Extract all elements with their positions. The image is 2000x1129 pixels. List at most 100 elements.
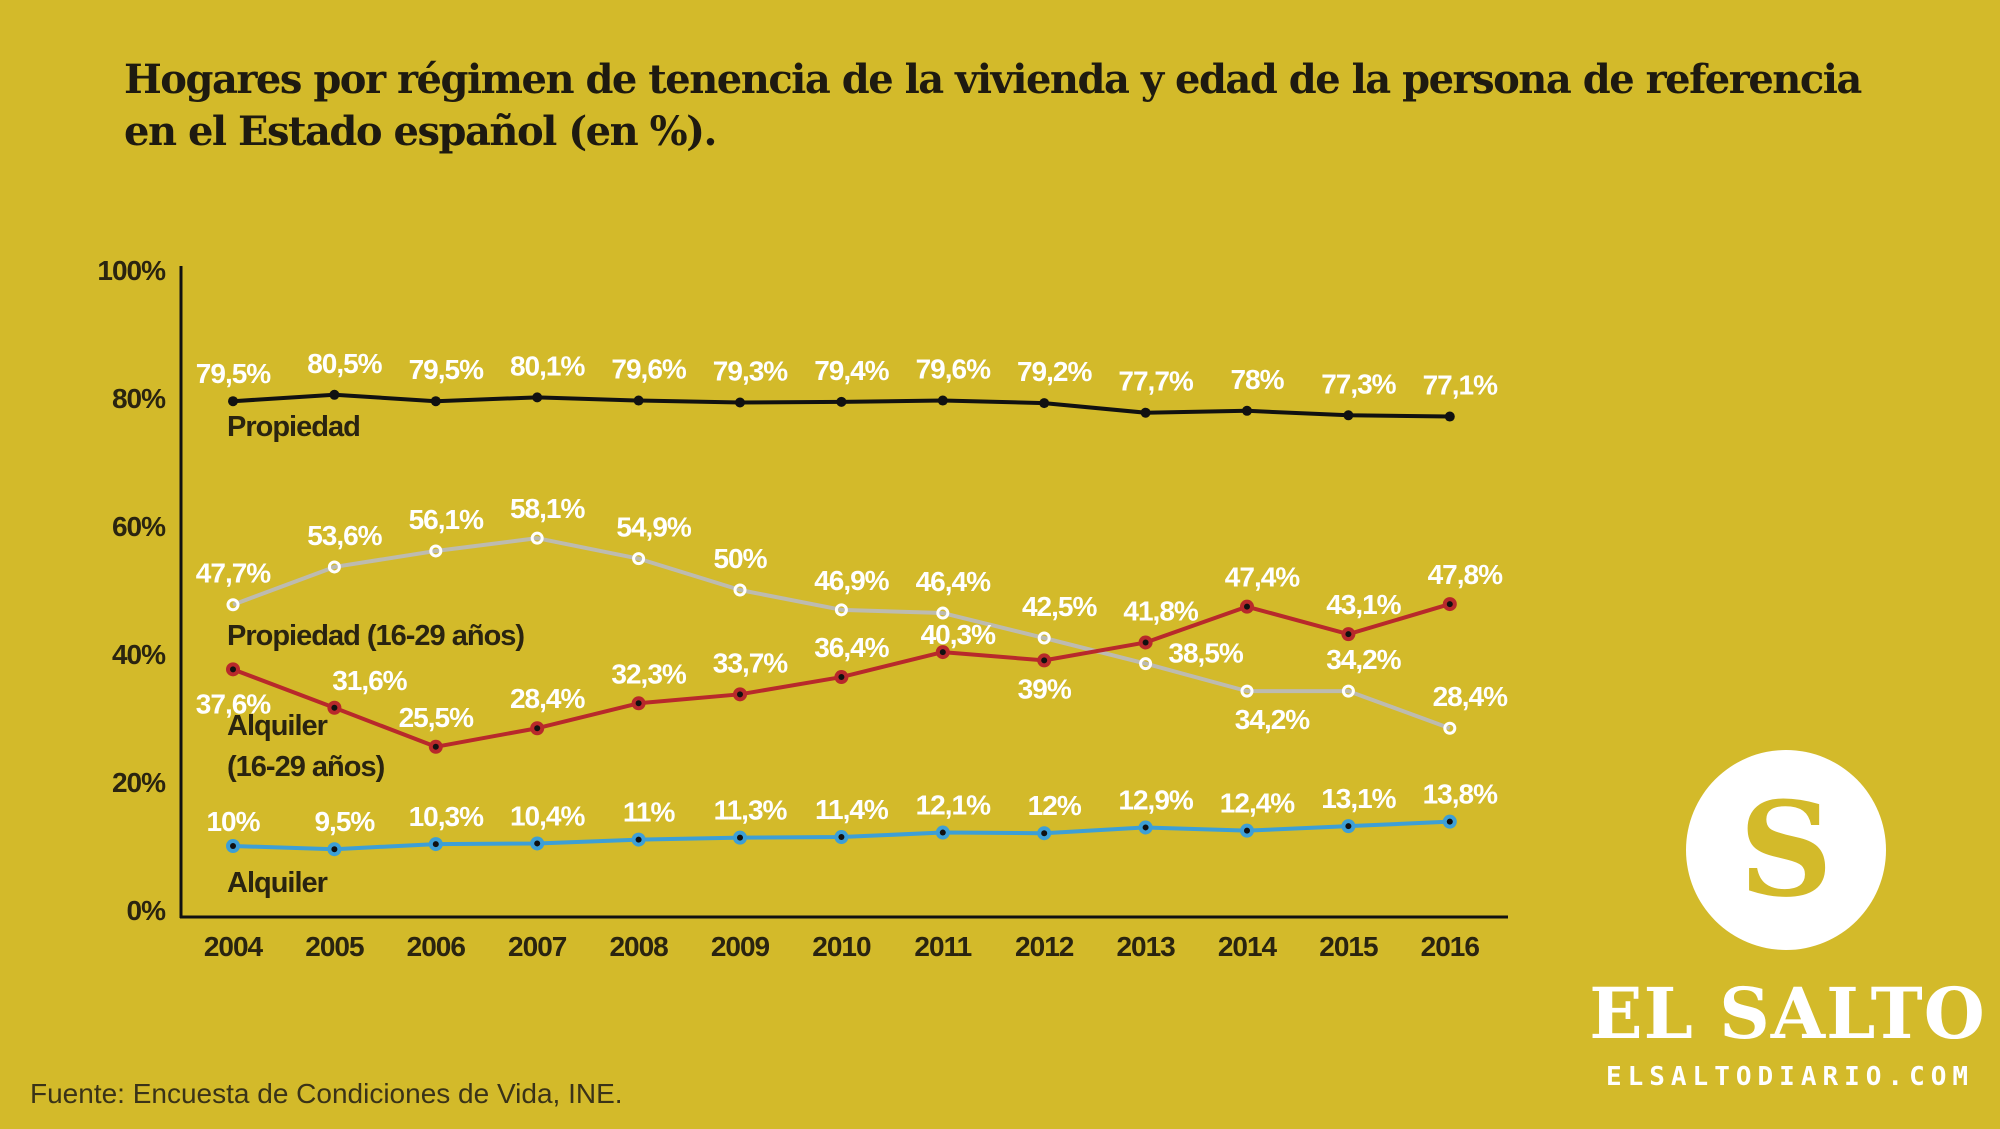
data-label: 10,4% — [510, 800, 585, 831]
data-label: 10% — [206, 806, 260, 837]
data-point-center — [1244, 827, 1250, 834]
x-tick-label: 2009 — [711, 931, 770, 962]
data-point-center — [1244, 603, 1250, 610]
data-label: 53,6% — [307, 520, 382, 551]
data-point — [1341, 684, 1355, 698]
x-tick-label: 2016 — [1421, 931, 1480, 962]
data-label: 10,3% — [409, 801, 484, 832]
data-label: 31,6% — [332, 665, 407, 696]
series-name-alquiler: Alquiler — [227, 867, 328, 899]
data-point — [530, 531, 544, 545]
y-tick-label: 0% — [127, 895, 167, 926]
data-point-center — [1142, 824, 1149, 831]
chart-title-line-1: Hogares por régimen de tenencia de la vi… — [124, 56, 1862, 103]
data-label: 47,4% — [1225, 562, 1300, 593]
chart-title: Hogares por régimen de tenencia de la vi… — [124, 54, 1862, 158]
data-label: 79,3% — [713, 355, 788, 386]
data-point — [936, 606, 950, 620]
x-tick-label: 2010 — [812, 931, 871, 962]
data-label: 34,2% — [1235, 704, 1310, 735]
data-point — [1240, 684, 1254, 698]
series-line-propiedad-16-29-a-os — [232, 536, 1451, 731]
data-label: 12,1% — [916, 790, 991, 821]
el-salto-logo: S — [1686, 750, 1886, 950]
y-tick-label: 20% — [112, 767, 166, 798]
y-tick-label: 80% — [112, 383, 166, 414]
data-point-center — [1446, 601, 1453, 608]
data-label: 46,4% — [916, 566, 991, 597]
data-point — [735, 397, 745, 408]
x-tick-label: 2013 — [1116, 931, 1175, 962]
data-label: 28,4% — [1433, 681, 1508, 712]
data-point-center — [230, 843, 236, 849]
data-label: 50% — [713, 543, 767, 574]
data-point — [329, 389, 340, 400]
data-label: 79,2% — [1017, 356, 1092, 387]
data-point — [1443, 721, 1457, 735]
data-label: 12,4% — [1220, 788, 1295, 819]
x-tick-label: 2005 — [305, 931, 364, 962]
data-point — [228, 396, 238, 407]
data-point-center — [635, 700, 642, 707]
data-point — [836, 396, 847, 407]
data-point-center — [331, 704, 338, 711]
data-point-center — [534, 840, 541, 847]
data-label: 32,3% — [611, 658, 686, 689]
data-label: 79,5% — [196, 358, 271, 389]
data-label: 80,1% — [510, 350, 585, 381]
x-tick-label: 2011 — [914, 931, 971, 962]
x-tick-label: 2012 — [1015, 931, 1074, 962]
data-point-center — [1446, 818, 1453, 825]
data-label: 25,5% — [399, 702, 474, 733]
data-label: 38,5% — [1168, 638, 1243, 669]
x-tick-label: 2007 — [508, 931, 567, 962]
data-label: 79,4% — [814, 355, 889, 386]
data-point — [633, 395, 644, 406]
data-label: 54,9% — [616, 512, 691, 543]
data-point — [1444, 411, 1455, 422]
data-label: 77,3% — [1321, 368, 1396, 399]
brand-name: EL SALTO — [1589, 972, 1986, 1055]
data-label: 46,9% — [814, 565, 889, 596]
source-note: Fuente: Encuesta de Condiciones de Vida,… — [30, 1078, 623, 1109]
data-point — [327, 560, 341, 574]
x-tick-label: 2006 — [407, 931, 466, 962]
data-label: 79,6% — [611, 354, 686, 385]
data-point-center — [1142, 639, 1149, 646]
y-tick-label: 40% — [112, 639, 166, 670]
data-point-center — [432, 841, 439, 848]
series-name-alquiler-16-29-a-os: (16-29 años) — [227, 751, 385, 783]
data-point-center — [1041, 657, 1048, 664]
x-tick-label: 2004 — [204, 931, 264, 962]
data-point — [733, 583, 747, 597]
data-point — [226, 598, 240, 612]
data-label: 12,9% — [1118, 784, 1193, 815]
data-point-center — [838, 834, 845, 841]
data-label: 78% — [1230, 364, 1284, 395]
data-label: 77,1% — [1423, 370, 1498, 401]
data-label: 37,6% — [196, 688, 271, 719]
data-label: 47,7% — [196, 558, 271, 589]
x-tick-label: 2014 — [1218, 931, 1278, 962]
y-tick-label: 100% — [97, 255, 166, 286]
data-point-center — [230, 666, 236, 673]
data-label: 42,5% — [1022, 591, 1097, 622]
data-label: 77,7% — [1118, 366, 1193, 397]
data-label: 79,6% — [916, 354, 991, 385]
data-label: 80,5% — [307, 348, 382, 379]
data-label: 11,4% — [815, 794, 889, 825]
data-point-center — [838, 674, 845, 681]
data-label: 28,4% — [510, 683, 585, 714]
data-label: 79,5% — [409, 354, 484, 385]
data-label: 56,1% — [409, 504, 484, 535]
data-point-center — [635, 836, 642, 843]
data-label: 39% — [1018, 673, 1072, 704]
data-point-center — [1041, 830, 1048, 837]
data-point — [1037, 631, 1051, 645]
series-name-propiedad: Propiedad — [227, 411, 360, 443]
data-label: 34,2% — [1326, 644, 1401, 675]
series-name-alquiler-16-29-a-os: Alquiler — [227, 710, 328, 742]
chart-title-line-2: en el Estado español (en %). — [124, 108, 717, 155]
data-label: 41,8% — [1123, 595, 1198, 626]
